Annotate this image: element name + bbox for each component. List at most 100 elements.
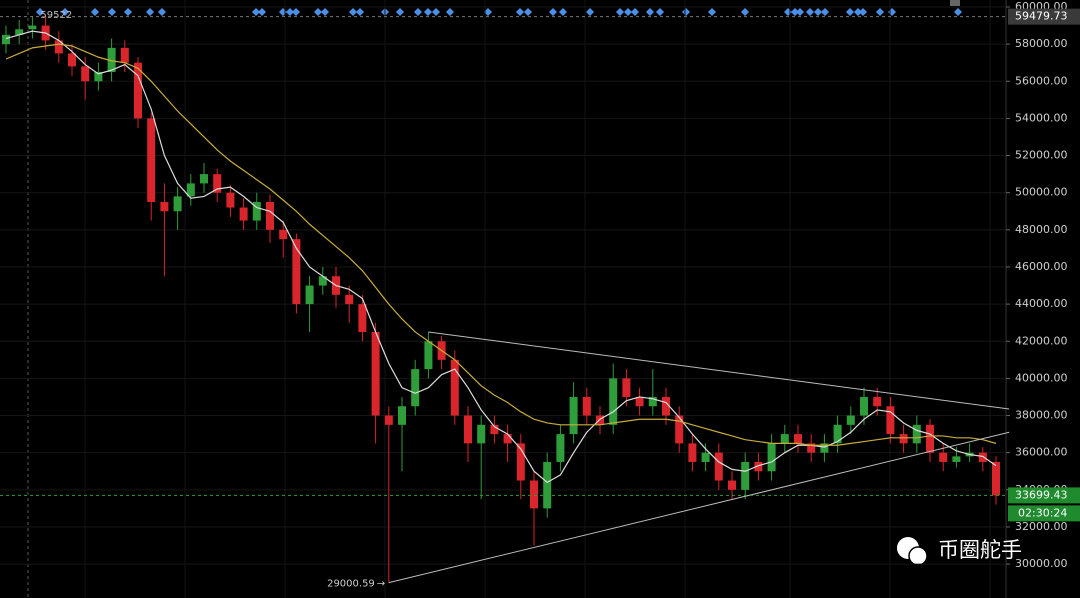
- event-marker: [286, 8, 294, 16]
- trendline: [428, 331, 1010, 410]
- candle-body: [68, 53, 76, 67]
- candle-body: [358, 304, 367, 332]
- y-tick-label: 56000.00: [1015, 74, 1068, 87]
- price-label: 33699.43: [1015, 488, 1068, 501]
- event-marker: [814, 8, 822, 16]
- candle-body: [186, 183, 195, 197]
- candle-body: [992, 461, 1000, 496]
- event-marker: [624, 8, 632, 16]
- event-marker: [806, 8, 814, 16]
- candle-body: [54, 40, 63, 54]
- event-marker: [91, 8, 99, 16]
- event-marker: [158, 8, 166, 16]
- event-marker: [631, 8, 639, 16]
- candle-body: [886, 406, 895, 435]
- countdown-box: [1008, 505, 1080, 522]
- event-marker: [258, 8, 266, 16]
- candle-body: [807, 443, 816, 453]
- candle-body: [688, 443, 697, 462]
- y-tick-label: 38000.00: [1015, 409, 1068, 422]
- candle-body: [200, 174, 208, 184]
- candle-body: [622, 378, 631, 397]
- candle-body: [384, 415, 393, 425]
- event-marker: [61, 8, 69, 16]
- candle-body: [134, 62, 142, 119]
- candle-body: [794, 434, 802, 444]
- event-marker: [559, 8, 567, 16]
- watermark: 币圈舵手: [897, 537, 1022, 566]
- event-marker: [446, 8, 454, 16]
- y-tick-label: 36000.00: [1015, 446, 1068, 459]
- candle-body: [926, 424, 934, 453]
- candle-body: [609, 378, 618, 425]
- arrow: →: [377, 579, 385, 590]
- candle-body: [939, 452, 948, 462]
- candle-body: [252, 201, 261, 221]
- candle-body: [582, 396, 591, 416]
- event-marker: [314, 8, 322, 16]
- candle-body: [516, 443, 525, 481]
- candle-body: [266, 201, 274, 230]
- y-tick-label: 54000.00: [1015, 111, 1068, 124]
- watermark-text: 币圈舵手: [938, 538, 1022, 562]
- event-marker: [516, 8, 524, 16]
- candle-body: [635, 396, 644, 407]
- candle-body: [107, 47, 116, 72]
- y-tick-label: 42000.00: [1015, 334, 1068, 347]
- event-marker: [796, 8, 804, 16]
- event-marker: [321, 8, 329, 16]
- event-marker: [108, 8, 116, 16]
- y-tick-label: 58000.00: [1015, 37, 1068, 50]
- event-marker: [524, 8, 532, 16]
- low-label: 29000.59: [327, 579, 375, 590]
- high-label: 59522: [40, 10, 72, 21]
- event-marker: [859, 8, 867, 16]
- y-tick-label: 46000.00: [1015, 260, 1068, 273]
- y-tick-label: 32000.00: [1015, 520, 1068, 533]
- candle-body: [780, 434, 789, 444]
- candle-body: [81, 66, 90, 82]
- candle-body: [873, 396, 882, 407]
- event-marker: [356, 8, 364, 16]
- candle-body: [318, 276, 327, 286]
- event-marker: [846, 8, 854, 16]
- candle-body: [556, 434, 565, 462]
- candle-body: [978, 452, 987, 462]
- candle-body: [714, 452, 723, 481]
- candle-body: [833, 424, 842, 444]
- moving-average: [5, 43, 997, 446]
- event-marker: [414, 8, 422, 16]
- event-marker: [821, 8, 829, 16]
- candle-body: [490, 424, 499, 435]
- wechat-icon: [908, 546, 928, 566]
- candle-body: [728, 480, 736, 490]
- event-marker: [854, 8, 862, 16]
- candle-body: [398, 406, 406, 425]
- event-marker: [396, 8, 404, 16]
- candle-body: [820, 443, 829, 453]
- event-marker: [876, 8, 884, 16]
- event-marker: [616, 8, 624, 16]
- candle-body: [596, 415, 604, 425]
- candle-body: [912, 424, 921, 444]
- candle-body: [371, 331, 380, 416]
- candle-body: [305, 285, 314, 305]
- event-marker: [146, 8, 154, 16]
- candle-body: [662, 396, 670, 416]
- event-marker: [484, 8, 492, 16]
- event-marker: [741, 8, 749, 16]
- y-tick-label: 30000.00: [1015, 557, 1068, 570]
- candle-body: [450, 359, 459, 416]
- candle-body: [28, 25, 37, 30]
- button[interactable]: [950, 0, 960, 6]
- price-label: 59479.73: [1015, 10, 1068, 23]
- price-box: [1008, 487, 1080, 504]
- event-marker: [549, 8, 557, 16]
- candle-body: [477, 424, 486, 444]
- event-marker: [292, 8, 300, 16]
- candle-body: [94, 71, 103, 82]
- candle-body: [226, 192, 235, 208]
